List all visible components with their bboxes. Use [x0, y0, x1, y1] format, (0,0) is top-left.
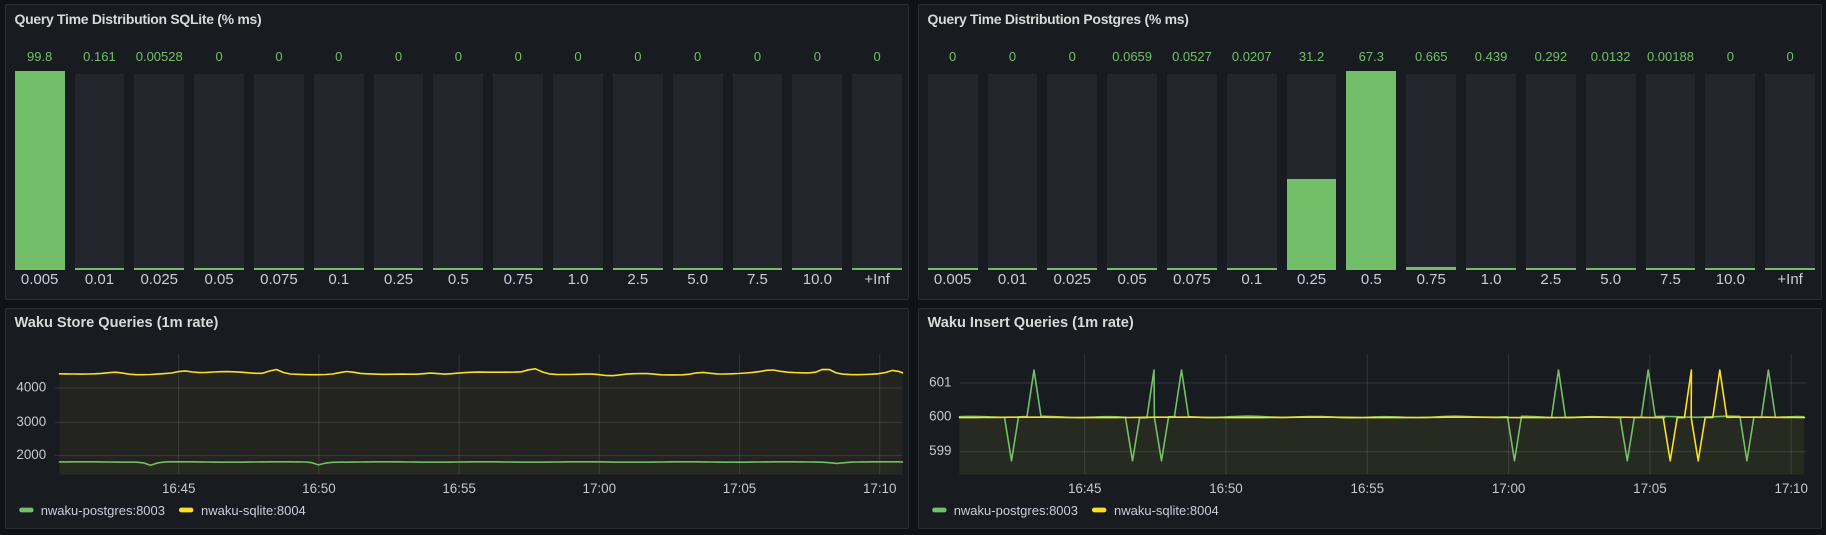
svg-text:599: 599 — [929, 443, 951, 458]
svg-text:16:45: 16:45 — [1068, 481, 1102, 496]
svg-text:16:45: 16:45 — [162, 481, 196, 496]
svg-text:17:00: 17:00 — [583, 481, 617, 496]
svg-text:nwaku-postgres:8003: nwaku-postgres:8003 — [954, 503, 1078, 518]
svg-text:3000: 3000 — [16, 414, 46, 429]
svg-text:601: 601 — [929, 374, 951, 389]
svg-text:17:05: 17:05 — [723, 481, 757, 496]
svg-text:16:55: 16:55 — [1351, 481, 1385, 496]
svg-text:nwaku-postgres:8003: nwaku-postgres:8003 — [41, 503, 165, 518]
svg-text:16:50: 16:50 — [1209, 481, 1243, 496]
svg-text:nwaku-sqlite:8004: nwaku-sqlite:8004 — [1114, 503, 1219, 518]
svg-text:16:50: 16:50 — [302, 481, 336, 496]
svg-text:2000: 2000 — [16, 447, 46, 462]
svg-text:16:55: 16:55 — [442, 481, 476, 496]
svg-text:600: 600 — [929, 409, 951, 424]
svg-text:17:00: 17:00 — [1492, 481, 1526, 496]
svg-text:17:10: 17:10 — [863, 481, 897, 496]
svg-text:nwaku-sqlite:8004: nwaku-sqlite:8004 — [201, 503, 306, 518]
svg-text:17:10: 17:10 — [1774, 481, 1808, 496]
svg-text:4000: 4000 — [16, 380, 46, 395]
svg-text:17:05: 17:05 — [1633, 481, 1667, 496]
